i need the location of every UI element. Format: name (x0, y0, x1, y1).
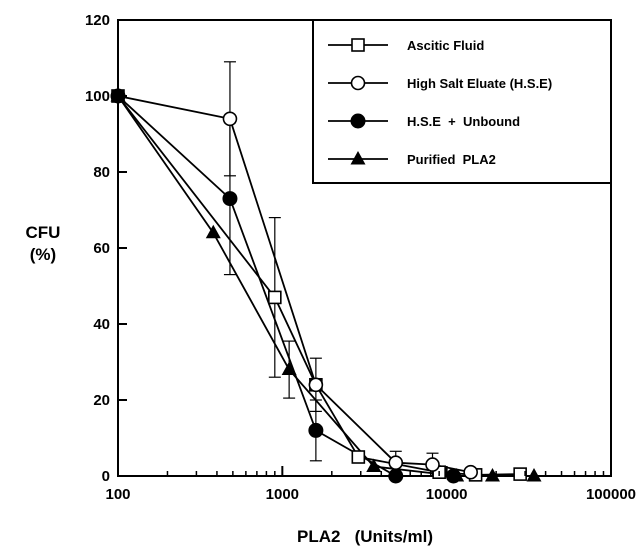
axis-ticks: 0 20 40 60 80 100 120 100 1000 10000 100000 (85, 12, 636, 503)
y-tick-label: 120 (85, 12, 110, 29)
legend-marker (350, 75, 366, 91)
x-tick-label: 10000 (426, 486, 468, 503)
legend-marker (351, 38, 365, 52)
data-point-1 (308, 377, 324, 393)
data-point-3 (366, 458, 382, 472)
y-tick-label: 60 (93, 240, 110, 257)
legend-label: Ascitic Fluid (407, 38, 484, 53)
x-tick-label: 100000 (586, 486, 636, 503)
y-axis-label-line1: CFU (26, 223, 61, 242)
data-point-3 (449, 467, 465, 482)
legend-marker (350, 113, 366, 129)
data-point-2 (388, 468, 404, 484)
legend: Ascitic Fluid High Salt Eluate (H.S.E) H.S… (312, 19, 612, 184)
y-tick-label: 40 (93, 316, 110, 333)
y-tick-label: 80 (93, 164, 110, 181)
legend-marker (350, 150, 366, 165)
y-tick-label: 20 (93, 392, 110, 409)
legend-label: Purified PLA2 (407, 152, 496, 167)
data-point-1 (222, 111, 238, 127)
legend-label: H.S.E + Unbound (407, 114, 520, 129)
y-axis-label-line2: (%) (30, 245, 56, 264)
data-point-3 (526, 467, 542, 482)
data-point-2 (308, 422, 324, 438)
x-tick-label: 100 (105, 486, 130, 503)
y-tick-label: 100 (85, 88, 110, 105)
data-point-3 (110, 87, 126, 102)
data-point-0 (351, 450, 366, 464)
data-point-1 (463, 464, 478, 480)
data-point-0 (268, 290, 282, 305)
x-axis-label: PLA2 (Units/ml) (297, 527, 433, 546)
data-point-3 (281, 361, 297, 376)
data-point-1 (388, 455, 404, 471)
y-tick-label: 0 (102, 468, 110, 485)
x-tick-label: 1000 (266, 486, 299, 503)
data-point-3 (484, 467, 500, 482)
data-point-2 (222, 191, 238, 207)
legend-label: High Salt Eluate (H.S.E) (407, 76, 552, 91)
data-point-1 (425, 457, 440, 472)
data-point-3 (205, 224, 221, 239)
data-point-0 (513, 467, 527, 481)
